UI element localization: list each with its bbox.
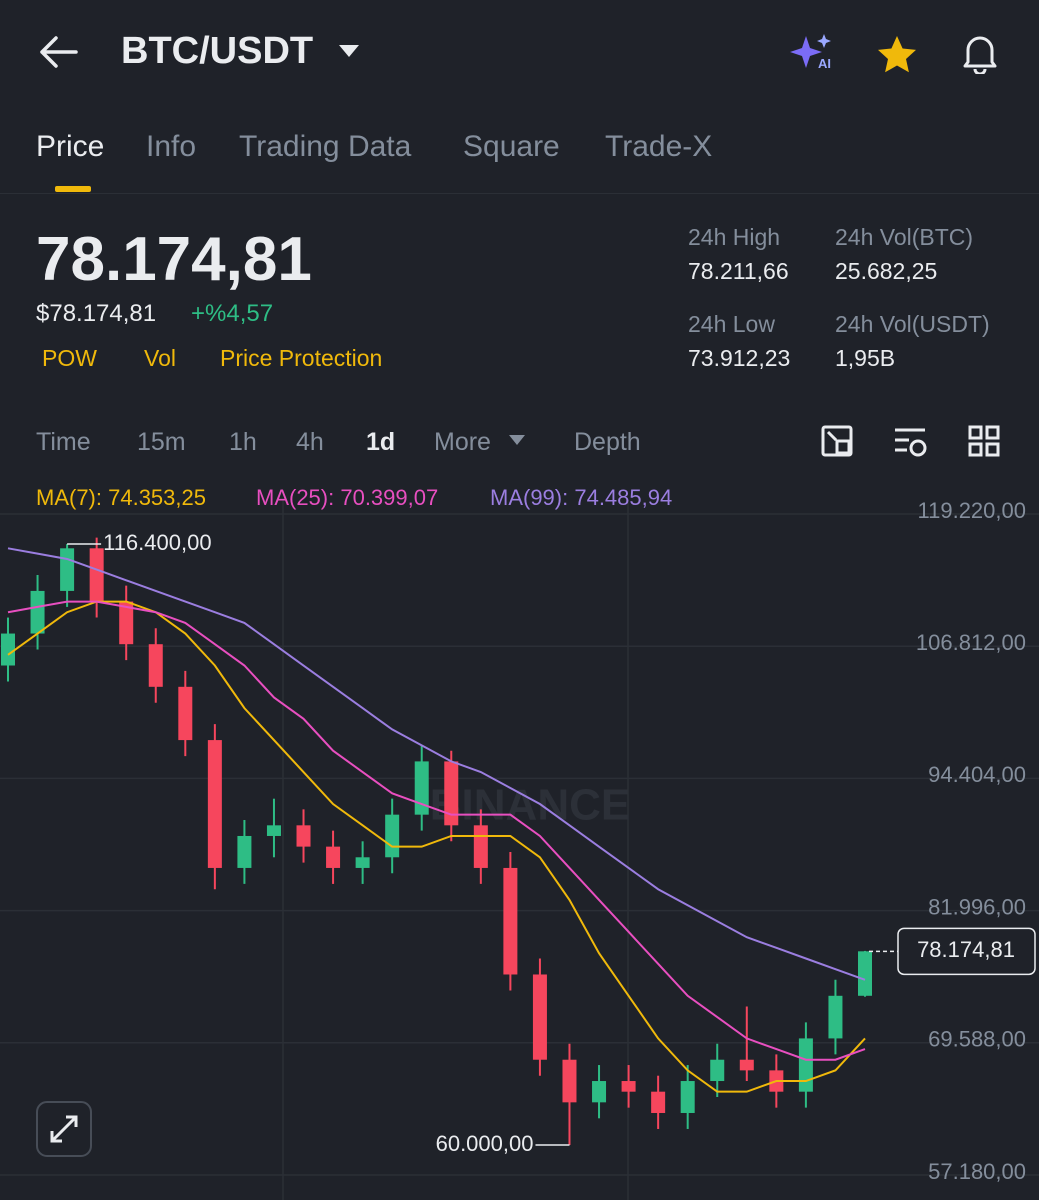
candle-body — [237, 835, 252, 868]
high-label: 116.400,00 — [103, 530, 211, 555]
stat-value: 1,95B — [835, 345, 896, 371]
candle-body — [710, 1059, 725, 1082]
y-tick-label: 94.404,00 — [928, 762, 1026, 787]
candle-body — [414, 761, 429, 815]
candle-body — [148, 644, 163, 687]
candle-body — [444, 761, 459, 826]
ma-line — [7, 600, 866, 1061]
legend-entry: MA(99): 74.485,94 — [490, 485, 672, 510]
last-price-box — [897, 927, 1036, 976]
y-tick-label: 119.220,00 — [918, 498, 1026, 523]
tab[interactable]: Trading Data — [239, 130, 412, 163]
ma-line — [7, 547, 866, 981]
candle-body — [207, 740, 222, 868]
y-tick-label: 69.588,00 — [928, 1027, 1026, 1052]
candle-body — [178, 686, 193, 741]
back-button[interactable] — [36, 34, 80, 70]
interval[interactable]: Time — [36, 428, 91, 456]
tab[interactable]: Price — [36, 130, 105, 163]
last-price: 78.174,81 — [36, 225, 312, 294]
price-chart: 119.220,00 106.812,00 94.404,00 81.996,00 69… — [0, 485, 1039, 1200]
candle-body — [621, 1081, 636, 1092]
y-tick-label: 81.996,00 — [928, 894, 1026, 919]
tab[interactable]: Square — [463, 130, 560, 163]
y-tick-label: 57.180,00 — [928, 1159, 1026, 1184]
price-change: +%4,57 — [191, 300, 274, 327]
tag[interactable]: Vol — [144, 345, 176, 371]
candle-body — [798, 1038, 813, 1092]
low-label: 60.000,00 — [436, 1131, 534, 1156]
stat-value: 25.682,25 — [835, 258, 938, 284]
pair-title[interactable]: BTC/USDT — [121, 30, 314, 72]
candle-body — [532, 974, 547, 1060]
candle-body — [828, 995, 843, 1039]
indicator-settings-icon[interactable] — [892, 424, 930, 460]
interval[interactable]: Depth — [574, 428, 641, 456]
watermark: BINANCE — [430, 781, 630, 830]
candle-body — [473, 825, 488, 868]
interval[interactable]: 15m — [137, 428, 186, 456]
stat-label: 24h Vol(USDT) — [835, 311, 990, 337]
candle-body — [30, 590, 45, 634]
candle-body — [119, 601, 134, 645]
fullscreen-icon[interactable] — [820, 424, 856, 460]
last-price-label: 78.174,81 — [917, 937, 1015, 962]
tab[interactable]: Trade-X — [605, 130, 713, 163]
candle-body — [385, 814, 400, 858]
legend-entry: MA(7): 74.353,25 — [36, 485, 206, 510]
ma-line — [7, 600, 866, 1093]
favorite-star[interactable] — [876, 34, 918, 74]
interval[interactable]: More — [434, 428, 491, 456]
expand-button[interactable] — [36, 1101, 92, 1157]
interval[interactable]: 1d — [366, 428, 396, 456]
tab[interactable]: Info — [146, 130, 197, 163]
stat-label: 24h Vol(BTC) — [835, 224, 974, 250]
candle-body — [503, 867, 518, 975]
stat-label: 24h High — [688, 224, 781, 250]
usd-price: $78.174,81 — [36, 300, 157, 327]
ai-icon[interactable]: AI — [790, 32, 838, 72]
more-dropdown[interactable] — [508, 434, 526, 446]
candle-body — [1, 633, 15, 666]
alert-bell[interactable] — [960, 32, 1000, 74]
svg-text:AI: AI — [818, 56, 831, 71]
interval[interactable]: 4h — [296, 428, 324, 456]
divider — [0, 193, 1039, 194]
candle-body — [266, 825, 281, 836]
candle-body — [296, 825, 311, 847]
candle-body — [651, 1091, 666, 1113]
stat-value: 78.211,66 — [688, 258, 789, 284]
tag[interactable]: Price Protection — [220, 345, 383, 371]
legend-entry: MA(25): 70.399,07 — [256, 485, 438, 510]
stat-label: 24h Low — [688, 311, 775, 337]
pair-dropdown[interactable] — [338, 44, 360, 58]
candle-body — [592, 1081, 607, 1103]
active-tab-indicator — [55, 186, 91, 192]
candle-body — [355, 857, 370, 868]
candle-body — [326, 846, 341, 868]
candle-body — [858, 951, 872, 996]
layout-icon[interactable] — [967, 424, 1003, 460]
stat-value: 73.912,23 — [688, 345, 791, 371]
candle-body — [89, 548, 104, 602]
candle-body — [680, 1081, 695, 1113]
candle-body — [60, 548, 75, 591]
tag[interactable]: POW — [42, 345, 97, 371]
interval[interactable]: 1h — [229, 428, 257, 456]
y-tick-label: 106.812,00 — [916, 630, 1026, 655]
candle-body — [739, 1059, 754, 1071]
candle-body — [562, 1059, 577, 1103]
